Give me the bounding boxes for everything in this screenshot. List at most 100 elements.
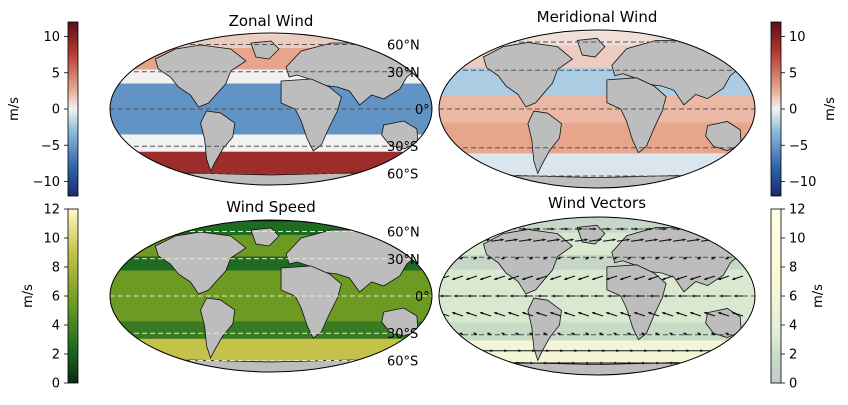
- wind-arrowhead: [445, 332, 449, 336]
- wind-arrowhead: [606, 277, 610, 281]
- wind-arrowhead: [528, 238, 532, 242]
- wind-arrowhead: [635, 227, 639, 231]
- wind-arrowhead: [460, 361, 464, 365]
- wind-arrowhead: [754, 361, 755, 365]
- wind-arrowhead: [494, 311, 498, 315]
- wind-arrowhead: [523, 227, 527, 231]
- wind-arrowhead: [613, 332, 617, 336]
- wind-arrowhead: [495, 227, 499, 231]
- colorbar-tick-label: −10: [33, 175, 60, 190]
- colorbar-tick-label: 0: [52, 377, 60, 392]
- wind-arrowhead: [641, 332, 645, 336]
- wind-arrowhead: [676, 277, 680, 281]
- wind-arrowhead: [496, 294, 499, 298]
- wind-arrowhead: [536, 311, 540, 315]
- wind-arrowhead: [452, 277, 456, 281]
- wind-arrowhead: [572, 361, 576, 365]
- colorbar-tick-label: 2: [789, 348, 797, 363]
- colorbar: 10 5 0 −5 −10 m/s: [7, 21, 79, 197]
- colorbar-tick-label: 10: [789, 30, 806, 45]
- colorbar-tick-label: 12: [789, 203, 806, 218]
- colorbar-tick-label: 5: [52, 66, 60, 81]
- panel-1: Zonal Wind 60°N 30°N 0° 30°S 60°S 10 5 0 −5 −10 m/s: [7, 12, 433, 197]
- colorbar-label: m/s: [811, 284, 826, 308]
- wind-arrowhead: [712, 361, 716, 365]
- wind-arrowhead: [739, 256, 743, 260]
- wind-arrowhead: [537, 227, 541, 231]
- wind-arrow: [445, 332, 450, 336]
- lat-label: 60°S: [387, 355, 418, 370]
- colorbar-tick-label: −10: [789, 175, 816, 190]
- wind-arrowhead: [468, 294, 471, 298]
- value-band: [110, 151, 432, 175]
- wind-arrowhead: [552, 294, 555, 298]
- wind-arrowhead: [732, 277, 736, 281]
- wind-arrowhead: [452, 311, 456, 315]
- wind-arrowhead: [500, 238, 504, 242]
- wind-arrowhead: [706, 294, 709, 298]
- wind-arrowhead: [608, 294, 611, 298]
- colorbar-tick-label: 5: [789, 66, 797, 81]
- colorbar-tick-label: 8: [789, 261, 797, 276]
- wind-arrowhead: [691, 227, 695, 231]
- wind-arrowhead: [599, 332, 603, 336]
- map-outline: [109, 32, 433, 186]
- map-field: [439, 30, 755, 188]
- wind-arrowhead: [719, 227, 723, 231]
- wind-arrowhead: [655, 256, 659, 260]
- wind-arrowhead: [529, 256, 533, 260]
- wind-arrowhead: [480, 277, 484, 281]
- wind-arrowhead: [676, 311, 680, 315]
- wind-arrowhead: [733, 227, 737, 231]
- wind-arrowhead: [566, 294, 569, 298]
- wind-arrowhead: [692, 294, 695, 298]
- wind-arrowhead: [501, 256, 505, 260]
- map-field: [110, 33, 432, 185]
- colorbar-gradient: [770, 208, 782, 384]
- wind-arrowhead: [724, 238, 728, 242]
- wind-arrowhead: [462, 349, 466, 353]
- wind-arrowhead: [487, 256, 491, 260]
- wind-arrowhead: [725, 256, 729, 260]
- wind-arrowhead: [529, 332, 533, 336]
- wind-arrowhead: [453, 227, 457, 231]
- colorbar-gradient: [770, 21, 782, 197]
- wind-arrowhead: [481, 227, 485, 231]
- colorbar-tick-label: 0: [52, 103, 60, 118]
- wind-arrowhead: [747, 227, 751, 231]
- wind-arrowhead: [634, 277, 638, 281]
- wind-arrowhead: [739, 332, 743, 336]
- wind-arrow: [714, 238, 728, 242]
- wind-arrowhead: [690, 311, 694, 315]
- wind-arrowhead: [558, 361, 562, 365]
- colorbar-gradient: [67, 21, 79, 197]
- colorbar-tick-label: −5: [41, 139, 60, 154]
- wind-arrowhead: [669, 332, 673, 336]
- wind-arrowhead: [543, 332, 547, 336]
- wind-arrowhead: [642, 361, 646, 365]
- panel-4: Wind Vectors 12 10 8 6 4 2 0 m/s: [438, 194, 826, 392]
- wind-arrowhead: [488, 361, 492, 365]
- wind-arrowhead: [501, 332, 505, 336]
- wind-arrowhead: [578, 311, 582, 315]
- wind-arrowhead: [571, 332, 575, 336]
- colorbar-tick-label: 0: [789, 103, 797, 118]
- wind-arrowhead: [648, 277, 652, 281]
- wind-arrowhead: [697, 256, 701, 260]
- panel-title: Meridional Wind: [537, 8, 658, 26]
- colorbar-tick-label: 12: [43, 203, 60, 218]
- wind-arrowhead: [515, 332, 519, 336]
- wind-arrowhead: [740, 361, 744, 365]
- colorbar-label: m/s: [823, 97, 838, 121]
- value-band: [439, 153, 755, 178]
- wind-arrowhead: [524, 294, 527, 298]
- wind-arrowhead: [669, 256, 673, 260]
- lat-label: 30°S: [387, 140, 418, 155]
- wind-arrowhead: [508, 277, 512, 281]
- wind-arrowhead: [579, 227, 583, 231]
- wind-arrowhead: [440, 294, 443, 298]
- wind-arrowhead: [728, 349, 732, 353]
- colorbar-tick-label: −5: [789, 139, 808, 154]
- wind-arrowhead: [445, 256, 449, 260]
